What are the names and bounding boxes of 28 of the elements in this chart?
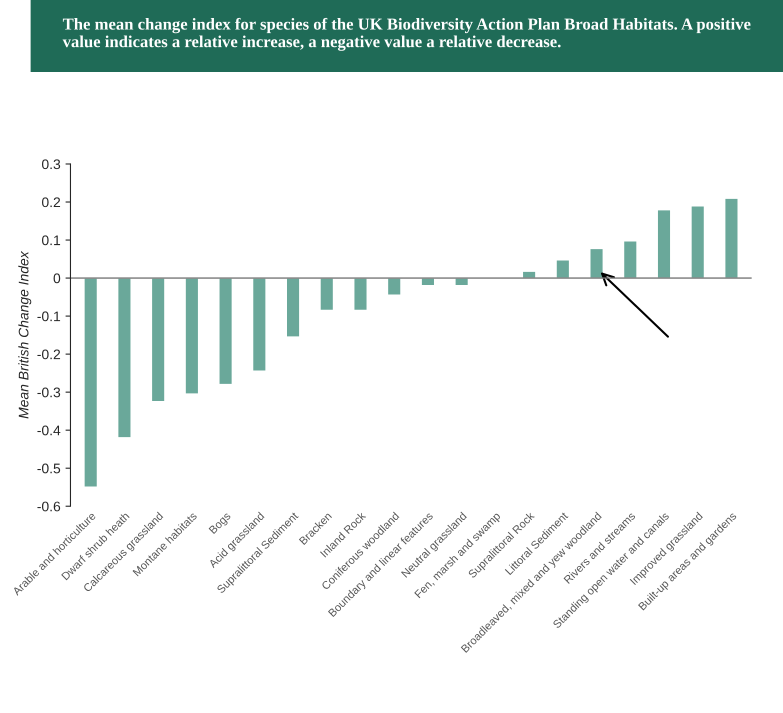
bar (83, 277, 98, 488)
bar (656, 208, 672, 279)
y-tick-label: 0.2 (42, 197, 60, 208)
y-tick-label: -0.3 (37, 387, 60, 398)
bar (319, 277, 334, 312)
y-tick-label: 0 (54, 273, 60, 284)
bar (555, 259, 570, 279)
y-tick-label: -0.5 (37, 464, 60, 474)
y-tick-label: 0.3 (42, 159, 60, 170)
y-tick-label: -0.4 (37, 426, 60, 436)
bar (690, 205, 706, 279)
chart-title: The mean change index for species of the UK Biodiversity Action Plan Broad Habitats. A positive value indicates a relative increase, a negative value a relative decrease. (62, 18, 751, 51)
bar (150, 277, 166, 402)
bar (252, 277, 267, 372)
y-tick-label: -0.2 (37, 349, 60, 360)
y-axis-title: Mean British Change Index (18, 250, 32, 418)
y-tick-label: -0.1 (37, 311, 60, 322)
bar (116, 277, 132, 438)
y-tick-label: -0.6 (37, 502, 60, 512)
bar (218, 277, 234, 386)
bar (286, 277, 300, 338)
bar (724, 198, 739, 279)
bar (353, 277, 368, 312)
bar (184, 277, 200, 395)
bar (622, 240, 638, 279)
bar (589, 248, 604, 279)
y-tick-label: 0.1 (42, 235, 60, 246)
bar (386, 277, 402, 296)
